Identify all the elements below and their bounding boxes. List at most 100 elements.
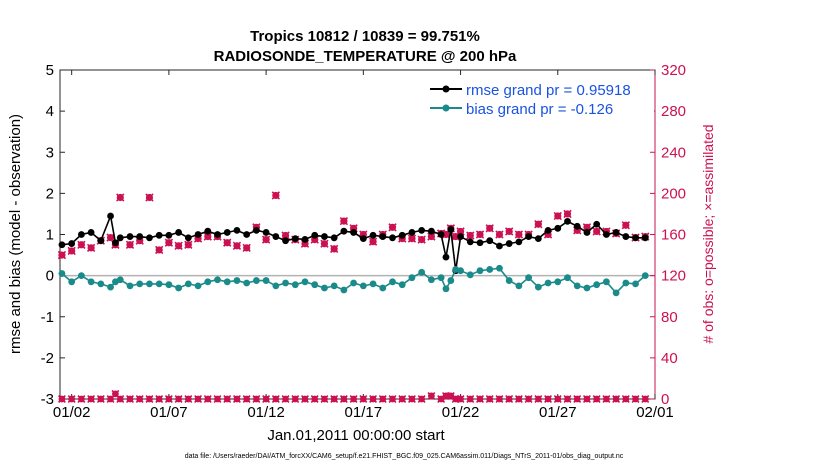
obs-assimilated-point — [417, 235, 426, 244]
obs-bottom-cross — [582, 395, 591, 403]
y-tick-label: 3 — [46, 144, 54, 161]
bias-point — [155, 280, 163, 288]
obs-bottom-cross — [164, 395, 173, 403]
y-tick-label: 0 — [46, 268, 54, 285]
rmse-point — [447, 226, 455, 233]
rmse-point — [476, 239, 484, 247]
bias-point — [573, 282, 581, 290]
bias-point — [369, 280, 377, 288]
obs-assimilated-point — [271, 191, 280, 200]
x-tick-label: 01/07 — [150, 404, 188, 421]
obs-bottom-cross — [174, 395, 183, 403]
obs-bottom-cross — [612, 395, 621, 403]
obs-assimilated-point — [388, 223, 397, 232]
rmse-point — [427, 227, 435, 235]
obs-assimilated-point — [223, 238, 232, 247]
obs-bottom-cross — [310, 395, 319, 403]
obs-bottom-cross — [301, 395, 309, 403]
obs-assimilated-point — [563, 209, 572, 219]
obs-bottom-cross — [262, 395, 271, 403]
rmse-point — [544, 226, 552, 234]
obs-bottom-cross — [87, 395, 96, 403]
rmse-point — [107, 212, 114, 220]
obs-bottom-cross — [398, 395, 407, 403]
rmse-point — [350, 229, 358, 236]
obs-bottom-cross — [544, 395, 553, 403]
obs-assimilated-point — [407, 234, 417, 243]
obs-bottom-cross — [116, 395, 125, 403]
obs-bottom-cross — [456, 395, 465, 403]
y2-tick-label: 200 — [661, 185, 686, 202]
bias-point — [301, 278, 309, 286]
chart-title: Tropics 10812 / 10839 = 99.751% — [250, 28, 480, 45]
bias-point — [427, 276, 435, 284]
obs-assimilated-point — [368, 237, 378, 246]
obs-bottom-cross — [155, 395, 164, 403]
bias-point — [476, 267, 484, 275]
rmse-point — [632, 234, 639, 242]
y-tick-label: -3 — [41, 391, 54, 408]
obs-assimilated-point — [261, 235, 271, 244]
rmse-point — [505, 240, 513, 247]
rmse-point — [77, 231, 85, 238]
legend-rmse-label: rmse grand pr = 0.95918 — [466, 82, 631, 99]
obs-bottom-cross — [505, 395, 514, 403]
legend-bias-label: bias grand pr = -0.126 — [466, 101, 613, 118]
x-axis: 01/02 01/07 01/12 01/17 01/22 01/27 02/01 — [53, 70, 674, 421]
x-tick-label: 01/27 — [539, 404, 577, 421]
rmse-point — [68, 240, 76, 247]
y2-tick-label: 40 — [661, 350, 678, 367]
rmse-point — [486, 237, 494, 245]
rmse-point — [282, 237, 289, 245]
bias-point — [398, 281, 406, 289]
bias-point — [184, 280, 192, 288]
rmse-point — [233, 226, 241, 234]
bias-point — [359, 282, 367, 290]
bias-point — [525, 274, 533, 282]
obs-assimilated-point — [145, 193, 154, 202]
rmse-point — [437, 231, 445, 238]
rmse-point — [525, 233, 533, 240]
obs-bottom-cross — [427, 391, 436, 400]
obs-bottom-cross — [232, 395, 241, 403]
rmse-point — [379, 233, 387, 240]
obs-assimilated-point — [475, 230, 485, 239]
bias-point — [564, 274, 571, 282]
obs-assimilated-point — [456, 227, 465, 236]
obs-assimilated-point — [77, 240, 86, 249]
bias-point — [534, 283, 542, 291]
obs-bottom-cross — [621, 395, 630, 403]
bias-point — [583, 284, 591, 292]
obs-bottom-cross — [592, 395, 601, 403]
legend: rmse grand pr = 0.95918 bias grand pr = … — [426, 76, 654, 124]
obs-assimilated-point — [86, 243, 96, 253]
obs-bottom-cross — [407, 395, 416, 403]
rmse-point — [641, 234, 649, 242]
rmse-point — [58, 241, 66, 249]
rmse-point — [583, 229, 591, 236]
obs-bottom-cross — [388, 395, 397, 403]
obs-bottom-cross — [349, 395, 358, 403]
obs-bottom-cross — [203, 395, 212, 403]
rmse-point — [593, 220, 601, 228]
bias-point — [622, 279, 630, 287]
rmse-point — [97, 237, 105, 245]
obs-bottom-cross — [534, 395, 543, 403]
obs-bottom-cross — [563, 395, 572, 403]
rmse-point — [175, 229, 183, 236]
rmse-point — [165, 231, 173, 239]
bias-point — [204, 278, 212, 286]
chart-subtitle: RADIOSONDE_TEMPERATURE @ 200 hPa — [214, 48, 517, 65]
data-file-footnote: data file: /Users/raeder/DAI/ATM_forcXX/… — [185, 453, 624, 460]
obs-assimilated-point — [232, 241, 242, 250]
bias-point — [612, 289, 620, 297]
obs-bottom-cross — [359, 395, 368, 403]
obs-assimilated-point — [495, 230, 504, 239]
y-tick-label: 5 — [46, 62, 54, 79]
rmse-point — [340, 227, 348, 235]
y2-tick-label: 160 — [661, 227, 686, 244]
obs-bottom-cross — [77, 395, 86, 403]
bias-point — [641, 272, 649, 280]
bias-point — [311, 281, 319, 289]
rmse-point — [321, 233, 328, 240]
